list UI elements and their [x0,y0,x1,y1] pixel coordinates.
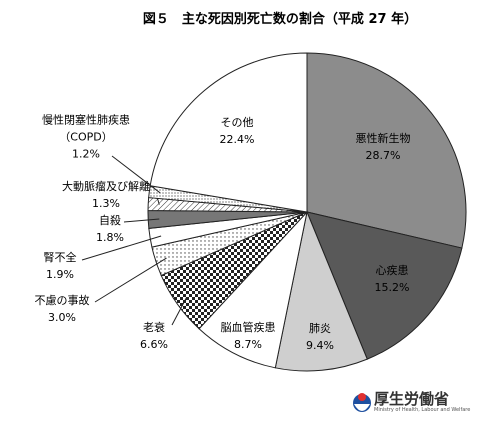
category-label: 心疾患 [375,264,409,277]
slice-label: 心疾患 15.2% [375,262,410,296]
category-label: 不慮の事故 [34,294,90,307]
value-label: 8.7% [234,338,262,351]
slice-label: 腎不全 1.9% [44,249,77,283]
leader-line [123,218,160,223]
value-label: 3.0% [48,311,76,324]
leader-line [94,257,167,303]
category-label: 慢性閉塞性肺疾患（COPD） [42,113,130,144]
value-label: 28.7% [365,149,401,162]
category-label: 腎不全 [43,251,77,264]
category-label: 自殺 [98,214,121,227]
slice-label: 脳血管疾患 8.7% [221,319,276,353]
slice-label: 大動脈瘤及び解離 1.3% [62,178,150,212]
slice-label: 悪性新生物 28.7% [356,130,411,164]
category-label: 老衰 [142,321,165,334]
value-label: 6.6% [140,338,168,351]
pie-slice [306,211,463,360]
value-label: 22.4% [219,133,255,146]
category-label: 悪性新生物 [355,132,411,145]
category-label: その他 [220,116,254,129]
slice-label: 不慮の事故 3.0% [35,292,90,326]
value-label: 1.9% [46,268,74,281]
pie-slice [274,210,368,372]
value-label: 1.3% [92,197,120,210]
logo-icon [353,393,371,412]
slice-label: 老衰 6.6% [140,319,168,353]
logo-name: 厚生労働省 [374,390,450,408]
pie-slice [149,52,308,213]
slice-label: 肺炎 9.4% [306,320,334,354]
pie-slice [306,52,467,249]
leader-line [111,155,161,194]
slice-label: その他 22.4% [220,114,255,148]
category-label: 脳血管疾患 [220,321,276,334]
value-label: 15.2% [374,281,410,294]
leader-line [81,235,162,261]
pie-slice [198,210,308,369]
logo-subtitle: Ministry of Health, Labour and Welfare [374,407,471,413]
logo: 厚生労働省 Ministry of Health, Labour and Welf… [352,388,470,413]
value-label: 9.4% [306,339,334,352]
category-label: 大動脈瘤及び解離 [62,180,150,193]
slice-label: 自殺 1.8% [96,212,124,246]
chart-title: 図５ 主な死因別死亡数の割合（平成 27 年） [142,12,418,27]
slice-label: 慢性閉塞性肺疾患（COPD） 1.2% [38,112,134,163]
category-label: 肺炎 [308,322,331,335]
value-label: 1.2% [72,147,100,161]
leader-line [171,297,187,326]
value-label: 1.8% [96,231,124,244]
